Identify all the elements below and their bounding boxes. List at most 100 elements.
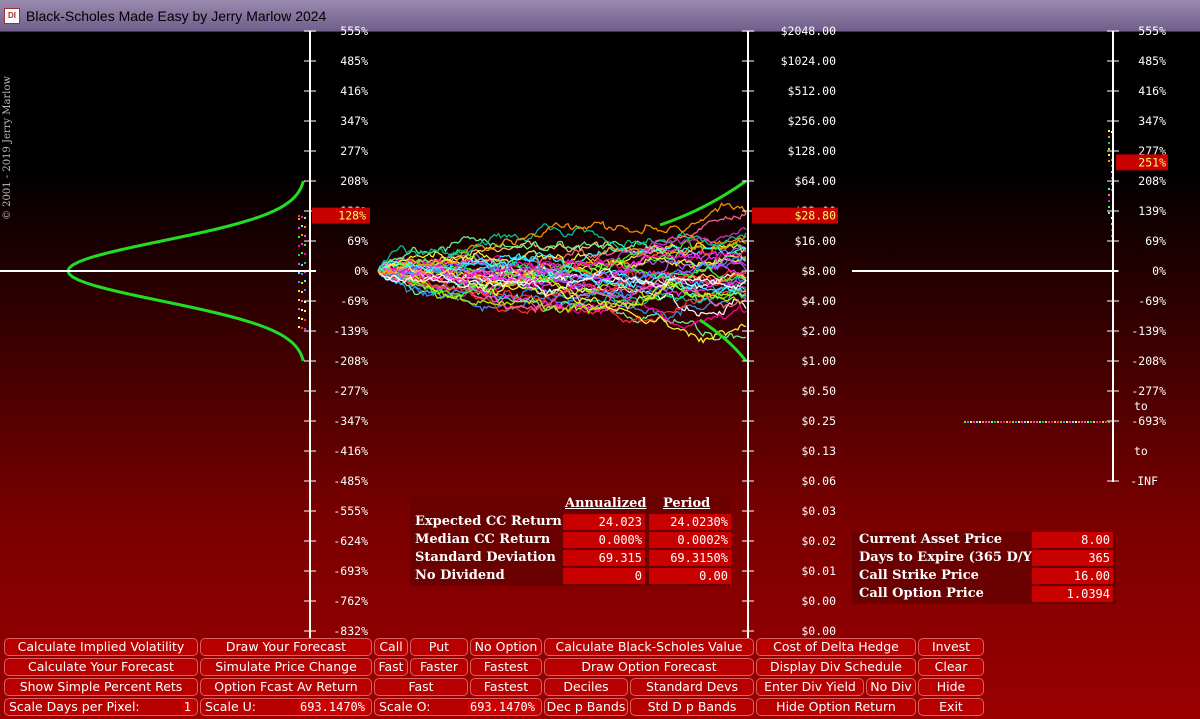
left-axis-label: 555% [340,24,368,38]
median-cc-return-annualized: 0.000% [563,532,645,548]
option-return-dot [1015,421,1017,423]
clear-button[interactable]: Clear [918,658,984,676]
simulate-price-change-button[interactable]: Simulate Price Change [200,658,372,676]
left-axis-label: -555% [333,504,368,518]
option-fastest-button[interactable]: Fastest [470,678,542,696]
enter-div-yield-button[interactable]: Enter Div Yield [756,678,864,696]
right-scatter-dot [1108,160,1110,162]
deciles-button[interactable]: Deciles [544,678,628,696]
option-return-dot [997,421,999,423]
simulate-fastest-button[interactable]: Fastest [470,658,542,676]
price-axis-label: $128.00 [788,144,837,158]
scale-u-value[interactable]: 693.1470% [297,700,367,714]
price-axis-label: $0.13 [801,444,836,458]
calculate-black-scholes-value-button[interactable]: Calculate Black-Scholes Value [544,638,754,656]
left-scatter-dot [298,218,300,220]
price-axis-label: $4.00 [801,294,836,308]
show-simple-percent-rets-button[interactable]: Show Simple Percent Rets [4,678,198,696]
put-button[interactable]: Put [410,638,468,656]
current-asset-price-label: Current Asset Price [859,532,1003,547]
left-axis-label: 416% [340,84,368,98]
hide-button[interactable]: Hide [918,678,984,696]
price-axis-label: $0.00 [801,594,836,608]
left-axis-label: -139% [333,324,368,338]
option-return-dot [1000,421,1002,423]
left-scatter-dot [304,235,306,237]
left-highlight-label: 128% [338,209,366,223]
price-axis-label: $0.00 [801,624,836,638]
scale-u-control[interactable]: Scale U: 693.1470% [200,698,372,716]
right-scatter-dot [1108,194,1110,196]
option-fast-button[interactable]: Fast [374,678,468,696]
calculate-implied-volatility-button[interactable]: Calculate Implied Volatility [4,638,198,656]
price-axis-label: $0.01 [801,564,836,578]
price-axis-label: $1024.00 [781,54,836,68]
median-cc-return-period: 0.0002% [649,532,731,548]
left-scatter-dot [298,290,300,292]
draw-your-forecast-button[interactable]: Draw Your Forecast [200,638,372,656]
left-scatter-dot [304,226,306,228]
window-title: Black-Scholes Made Easy by Jerry Marlow … [26,8,327,24]
right-axis-label: 347% [1138,114,1166,128]
simulate-fast-button[interactable]: Fast [374,658,408,676]
days-to-expire-value[interactable]: 365 [1032,550,1113,566]
option-return-dot [1063,421,1065,423]
cost-of-delta-hedge-button[interactable]: Cost of Delta Hedge [756,638,916,656]
calculate-your-forecast-button[interactable]: Calculate Your Forecast [4,658,198,676]
left-axis-label: -416% [333,444,368,458]
exit-button[interactable]: Exit [918,698,984,716]
option-return-dot [970,421,972,423]
simulated-price-path [377,268,747,314]
left-scatter-dot [304,319,306,321]
current-asset-price-value[interactable]: 8.00 [1032,532,1113,548]
left-axis-label: -485% [333,474,368,488]
draw-option-forecast-button[interactable]: Draw Option Forecast [544,658,754,676]
left-scatter-dot [298,215,300,217]
option-return-dot [1099,421,1101,423]
no-div-button[interactable]: No Div [866,678,916,696]
right-scatter-dot [1108,142,1110,144]
std-d-p-bands-button[interactable]: Std D p Bands [630,698,754,716]
scale-o-value[interactable]: 693.1470% [467,700,537,714]
scale-o-control[interactable]: Scale O: 693.1470% [374,698,542,716]
option-return-dot [1069,421,1071,423]
annualized-header: Annualized [565,496,647,511]
dividend-annualized: 0 [563,568,645,584]
simulate-faster-button[interactable]: Faster [410,658,468,676]
right-scatter-dot [1108,136,1110,138]
left-scatter-dot [298,245,300,247]
option-fcast-av-return-button[interactable]: Option Fcast Av Return [200,678,372,696]
left-scatter-dot [301,327,303,329]
display-div-schedule-button[interactable]: Display Div Schedule [756,658,916,676]
no-option-button[interactable]: No Option [470,638,542,656]
option-return-dot [979,421,981,423]
option-return-dot [1075,421,1077,423]
standard-devs-button[interactable]: Standard Devs [630,678,754,696]
option-return-dot [1033,421,1035,423]
scale-days-value[interactable]: 1 [181,700,193,714]
right-highlight-box [1116,154,1168,171]
simulated-price-path [377,226,747,282]
standard-deviation-label: Standard Deviation [415,550,556,565]
upper-sd-band [659,179,747,227]
standard-deviation-period: 69.3150% [649,550,731,566]
left-scatter-dot [298,308,300,310]
dec-p-bands-button[interactable]: Dec p Bands [544,698,628,716]
call-strike-price-value[interactable]: 16.00 [1032,568,1113,584]
call-option-price-label: Call Option Price [859,586,984,601]
scale-days-per-pixel-control[interactable]: Scale Days per Pixel: 1 [4,698,198,716]
option-return-dot [982,421,984,423]
invest-button[interactable]: Invest [918,638,984,656]
option-return-dot [964,421,966,423]
left-scatter-dot [304,262,306,264]
left-highlight-box [312,207,370,224]
option-return-dot [988,421,990,423]
call-button[interactable]: Call [374,638,408,656]
left-axis-label: -693% [333,564,368,578]
option-return-dot [985,421,987,423]
right-scatter-dot [1108,212,1110,214]
price-axis-label: $0.03 [801,504,836,518]
right-axis-label: 69% [1145,234,1166,248]
hide-option-return-button[interactable]: Hide Option Return [756,698,916,716]
